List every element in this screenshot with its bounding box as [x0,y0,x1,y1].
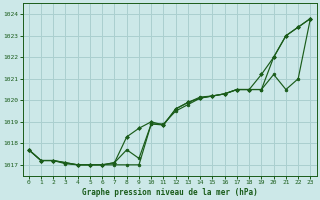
X-axis label: Graphe pression niveau de la mer (hPa): Graphe pression niveau de la mer (hPa) [82,188,258,197]
